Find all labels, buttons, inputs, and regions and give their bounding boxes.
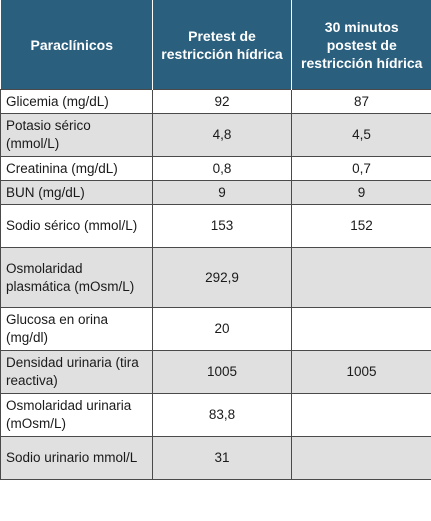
postest-value: 4,5 [291, 113, 431, 157]
table-row: Glucosa en orina (mg/dl) 20 [0, 307, 431, 351]
table-row: Osmolaridad plasmática (mOsm/L) 292,9 [0, 247, 431, 308]
row-label: Creatinina (mg/dL) [0, 156, 153, 181]
table-row: Osmolaridad urinaria (mOsm/L) 83,8 [0, 393, 431, 437]
row-label: Osmolaridad urinaria (mOsm/L) [0, 393, 153, 437]
table-row: BUN (mg/dL) 9 9 [0, 180, 431, 205]
postest-value [291, 393, 431, 437]
table-row: Glicemia (mg/dL) 92 87 [0, 89, 431, 114]
header-paraclinicos: Paraclínicos [0, 0, 153, 90]
row-label: BUN (mg/dL) [0, 180, 153, 205]
header-pretest: Pretest de restricción hídrica [152, 0, 292, 90]
pretest-value: 9 [152, 180, 292, 205]
pretest-value: 31 [152, 436, 292, 480]
header-row: Paraclínicos Pretest de restricción hídr… [0, 0, 431, 90]
pretest-value: 20 [152, 307, 292, 351]
pretest-value: 1005 [152, 350, 292, 394]
postest-value [291, 307, 431, 351]
pretest-value: 0,8 [152, 156, 292, 181]
table-row: Sodio sérico (mmol/L) 153 152 [0, 204, 431, 248]
pretest-value: 83,8 [152, 393, 292, 437]
pretest-value: 292,9 [152, 247, 292, 308]
table-row: Creatinina (mg/dL) 0,8 0,7 [0, 156, 431, 181]
row-label: Sodio urinario mmol/L [0, 436, 153, 480]
postest-value: 1005 [291, 350, 431, 394]
row-label: Potasio sérico (mmol/L) [0, 113, 153, 157]
table-row: Densidad urinaria (tira reactiva) 1005 1… [0, 350, 431, 394]
table-row: Potasio sérico (mmol/L) 4,8 4,5 [0, 113, 431, 157]
row-label: Glicemia (mg/dL) [0, 89, 153, 114]
row-label: Glucosa en orina (mg/dl) [0, 307, 153, 351]
row-label: Sodio sérico (mmol/L) [0, 204, 153, 248]
postest-value: 9 [291, 180, 431, 205]
table-row: Sodio urinario mmol/L 31 [0, 436, 431, 480]
header-postest: 30 minutos postest de restricción hídric… [291, 0, 431, 90]
row-label: Densidad urinaria (tira reactiva) [0, 350, 153, 394]
postest-value: 87 [291, 89, 431, 114]
postest-value [291, 247, 431, 308]
lab-results-table: Paraclínicos Pretest de restricción hídr… [0, 0, 431, 480]
postest-value: 152 [291, 204, 431, 248]
postest-value: 0,7 [291, 156, 431, 181]
pretest-value: 92 [152, 89, 292, 114]
postest-value [291, 436, 431, 480]
pretest-value: 4,8 [152, 113, 292, 157]
row-label: Osmolaridad plasmática (mOsm/L) [0, 247, 153, 308]
pretest-value: 153 [152, 204, 292, 248]
